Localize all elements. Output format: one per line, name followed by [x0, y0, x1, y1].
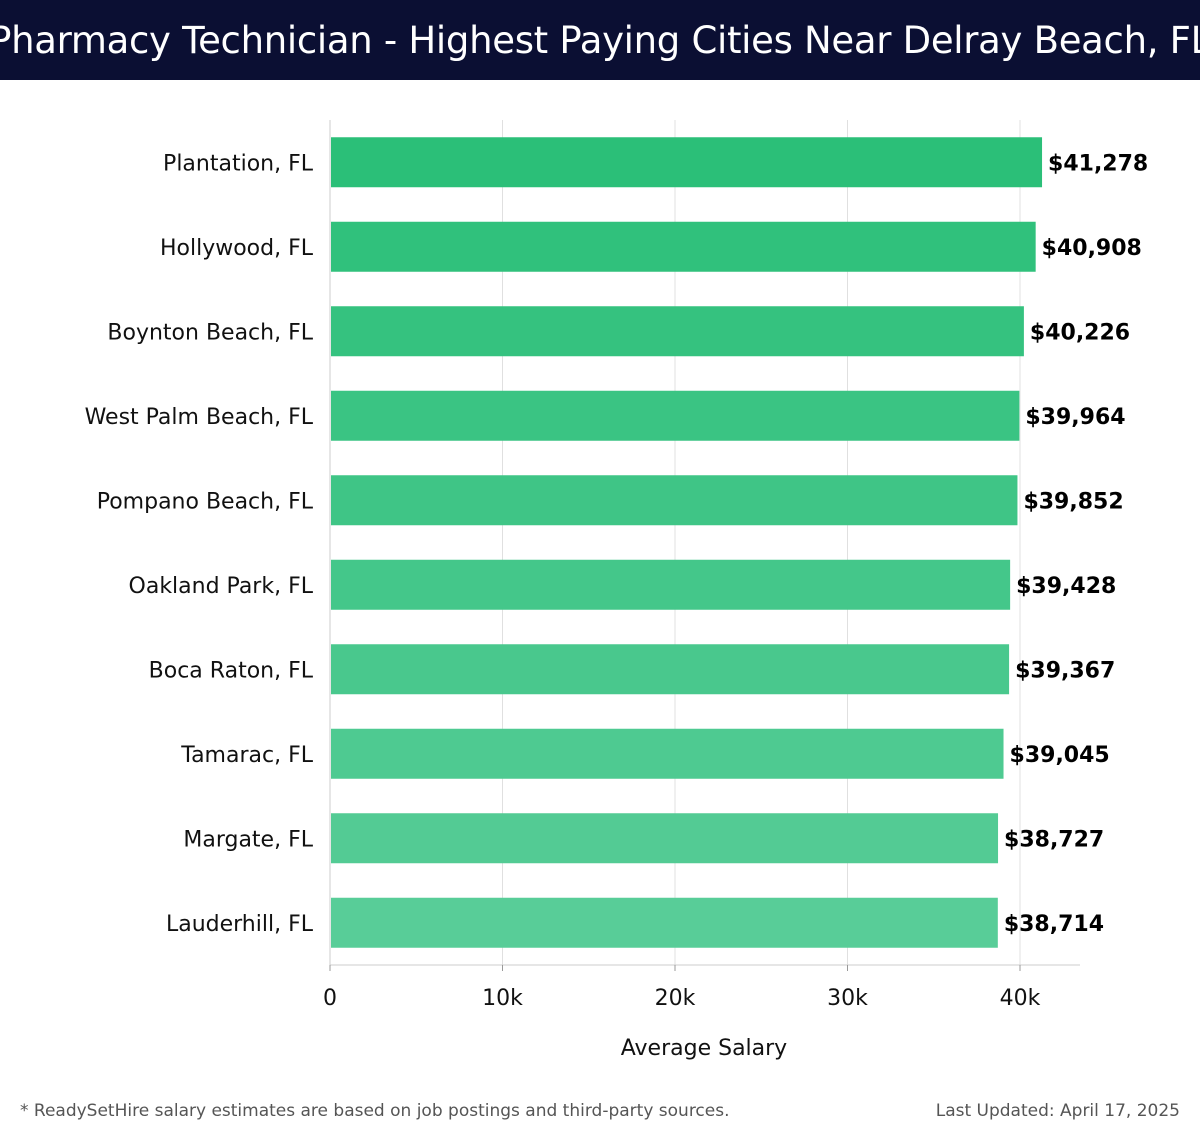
x-axis-label: Average Salary: [621, 1036, 787, 1061]
x-tick-label: 0: [323, 986, 337, 1011]
x-tick-label: 20k: [655, 986, 696, 1011]
category-label: Hollywood, FL: [160, 236, 314, 261]
category-label: West Palm Beach, FL: [85, 405, 314, 430]
bar: [331, 221, 1036, 272]
value-label: $38,727: [1004, 827, 1104, 852]
title-bar: Pharmacy Technician - Highest Paying Cit…: [0, 0, 1200, 80]
value-label: $39,045: [1010, 743, 1110, 768]
x-tick-label: 40k: [1000, 986, 1041, 1011]
category-label: Plantation, FL: [163, 151, 314, 176]
value-label: $40,908: [1042, 236, 1142, 261]
x-tick-label: 30k: [827, 986, 868, 1011]
bar-chart: 0 10k 20k 30k 40k Plantation, FL $41,278 Hollyw…: [85, 120, 1148, 1061]
value-label: $40,226: [1030, 320, 1130, 345]
value-label: $41,278: [1048, 151, 1148, 176]
footnote: * ReadySetHire salary estimates are base…: [20, 1101, 730, 1121]
x-tick-label: 10k: [482, 986, 523, 1011]
chart-title: Pharmacy Technician - Highest Paying Cit…: [0, 18, 1200, 62]
bar: [331, 559, 1011, 610]
bar: [331, 644, 1010, 695]
value-label: $39,428: [1016, 574, 1116, 599]
category-label: Pompano Beach, FL: [97, 489, 314, 514]
bar: [331, 475, 1018, 526]
value-label: $39,852: [1023, 489, 1123, 514]
category-label: Margate, FL: [183, 827, 313, 852]
bar: [331, 897, 998, 948]
bar: [331, 728, 1004, 779]
category-label: Oakland Park, FL: [129, 574, 314, 599]
bar: [331, 390, 1020, 441]
category-label: Boynton Beach, FL: [107, 320, 313, 345]
value-label: $39,367: [1015, 658, 1115, 683]
category-label: Tamarac, FL: [180, 743, 313, 768]
value-label: $38,714: [1004, 912, 1104, 937]
category-label: Boca Raton, FL: [149, 658, 314, 683]
bar: [331, 813, 999, 864]
bar: [331, 137, 1043, 188]
bar: [331, 306, 1024, 357]
value-label: $39,964: [1025, 405, 1125, 430]
last-updated: Last Updated: April 17, 2025: [935, 1101, 1180, 1121]
category-label: Lauderhill, FL: [166, 912, 314, 937]
